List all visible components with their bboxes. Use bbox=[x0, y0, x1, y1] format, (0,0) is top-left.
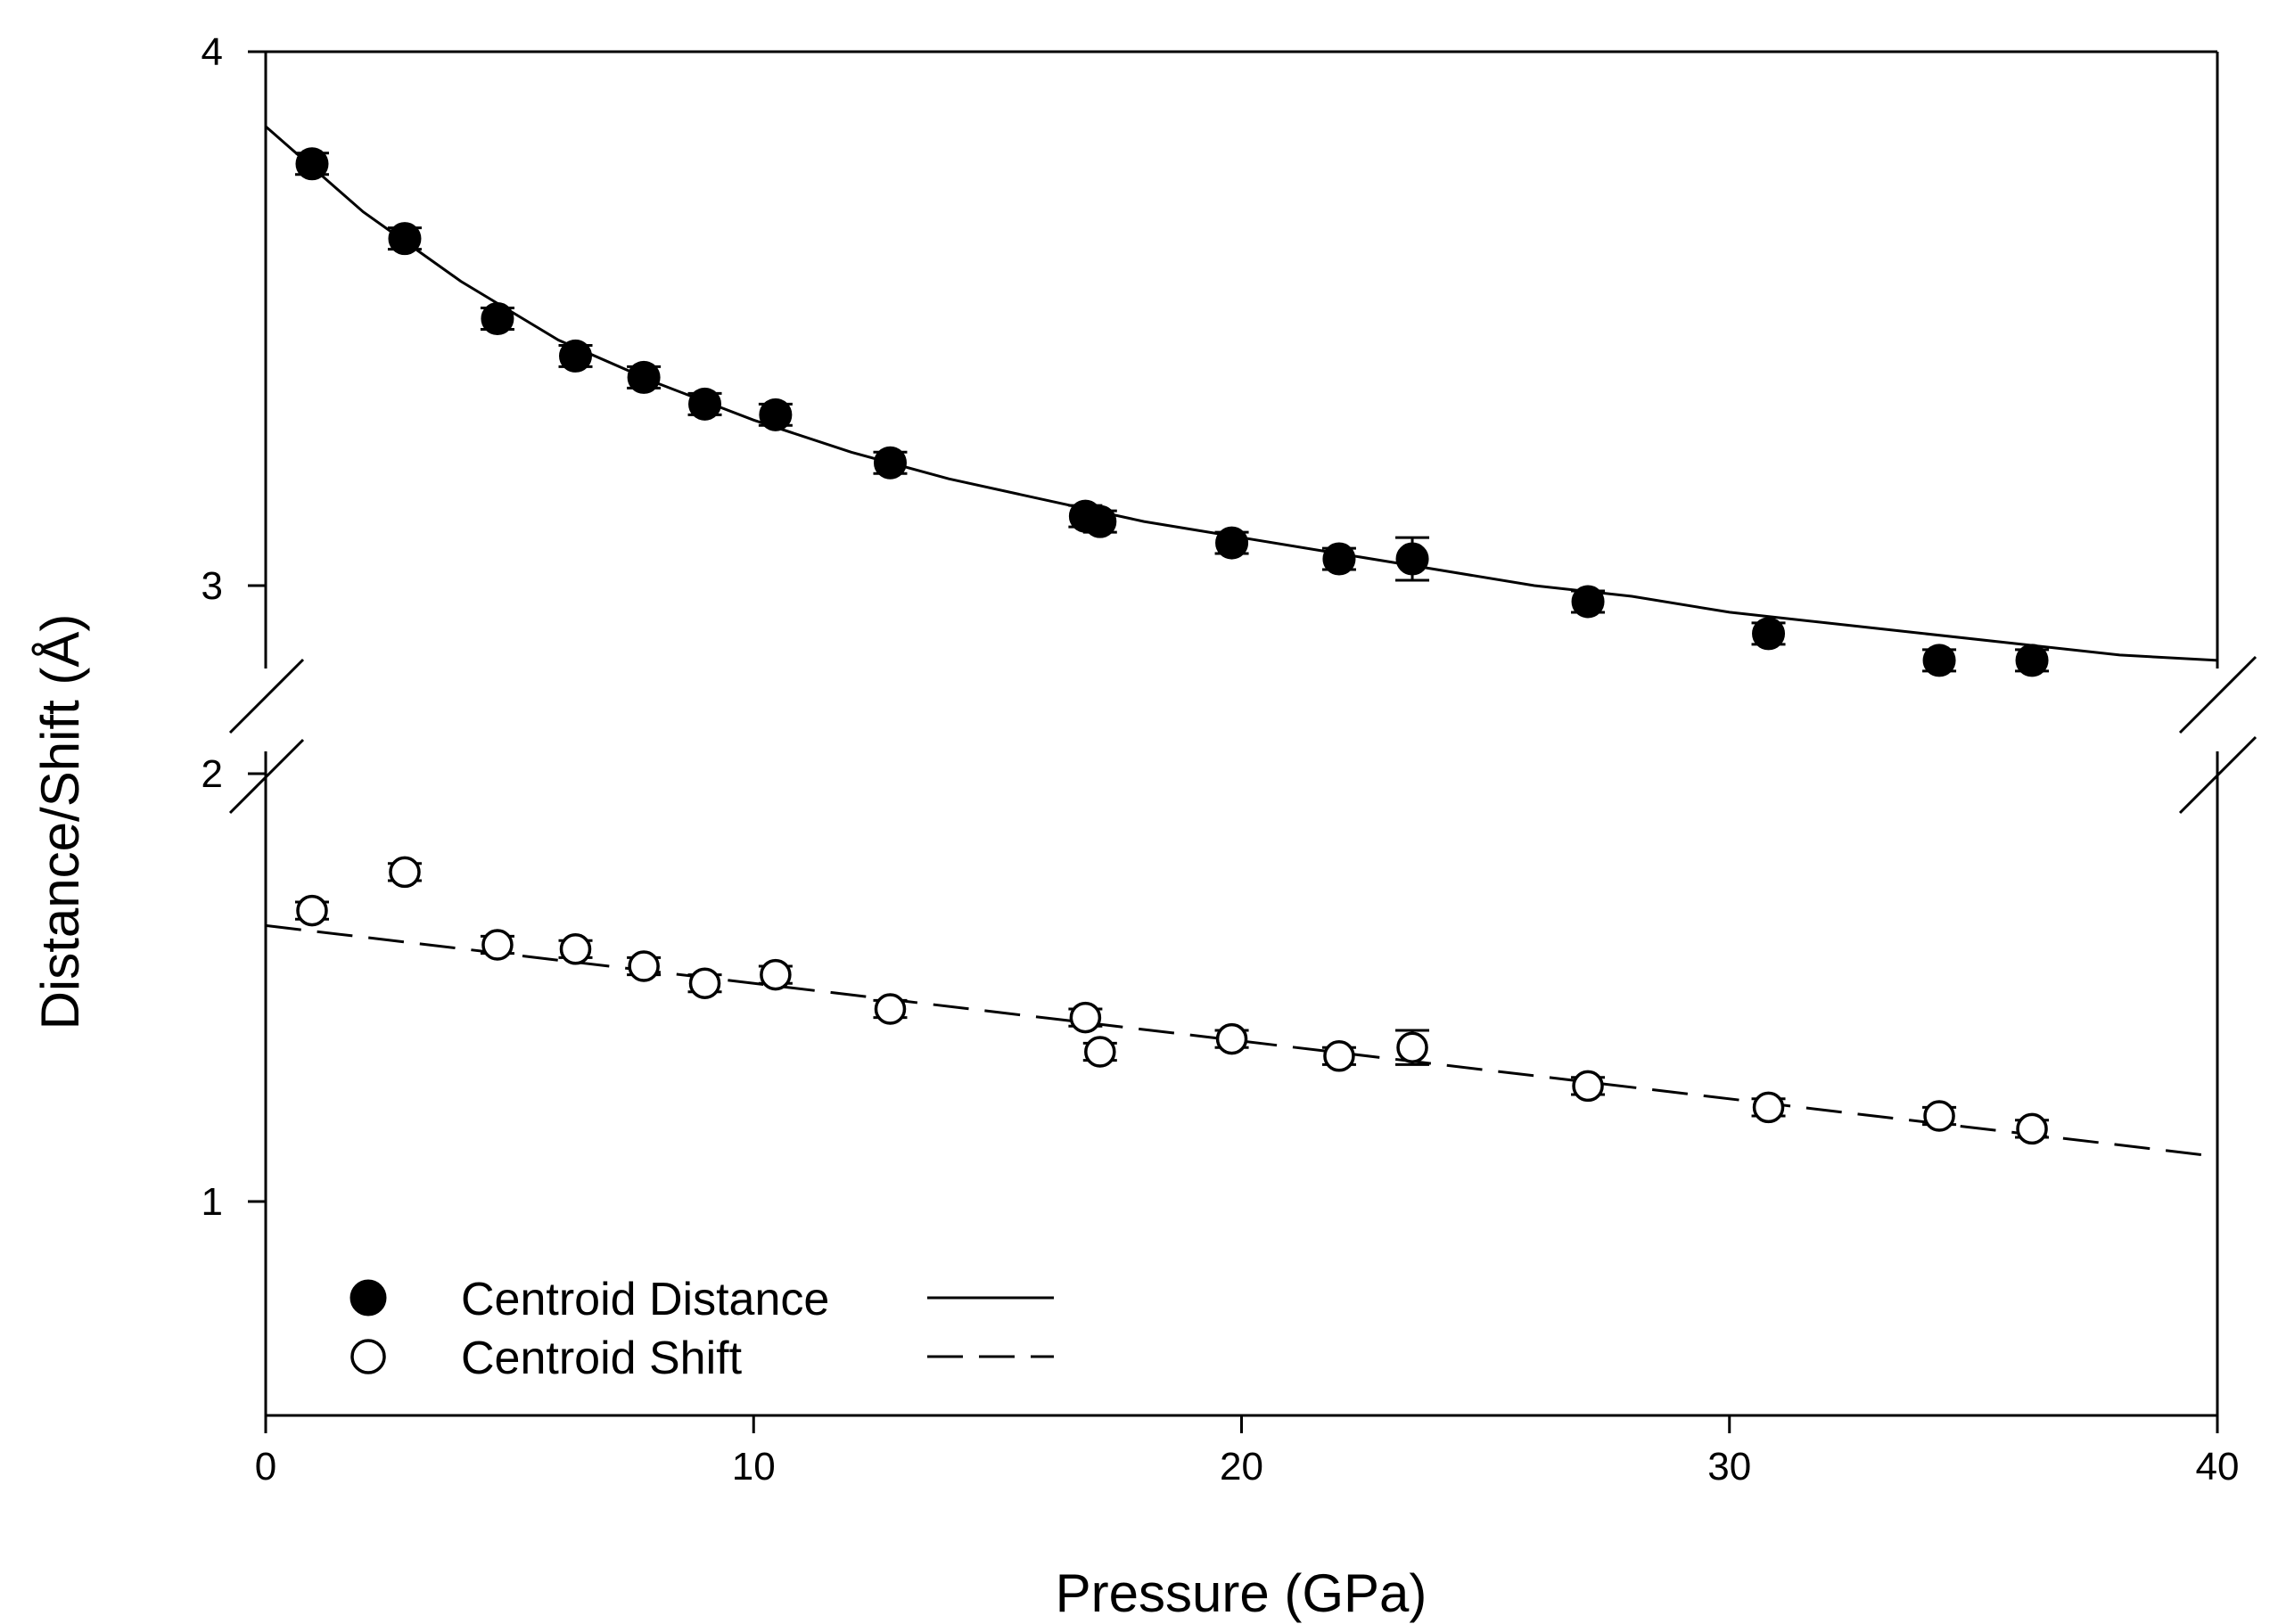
x-tick-label: 0 bbox=[255, 1445, 276, 1489]
data-point-centroid-distance bbox=[1083, 504, 1117, 538]
data-point-centroid-distance bbox=[559, 339, 593, 373]
fit-curve-centroid-distance bbox=[265, 125, 2218, 662]
break-mark-left-top bbox=[228, 658, 305, 734]
y-axis-title: Distance/Shift (Å) bbox=[30, 614, 90, 1030]
plot-frame bbox=[264, 50, 2219, 1417]
data-point-centroid-distance bbox=[1752, 617, 1786, 651]
data-point-centroid-shift bbox=[874, 993, 907, 1025]
data-point-centroid-shift bbox=[628, 950, 660, 982]
data-point-centroid-shift bbox=[1752, 1091, 1785, 1124]
data-point-centroid-distance bbox=[627, 360, 661, 394]
y-tick-label: 4 bbox=[201, 30, 223, 74]
data-points bbox=[294, 147, 2050, 1145]
data-point-centroid-shift bbox=[760, 958, 792, 991]
y-tick-label: 1 bbox=[201, 1180, 223, 1224]
legend: Centroid Distance Centroid Shift bbox=[350, 1274, 1054, 1384]
legend-label-centroid-distance: Centroid Distance bbox=[461, 1274, 829, 1325]
data-point-centroid-distance bbox=[2015, 644, 2049, 677]
legend-marker-centroid-shift bbox=[350, 1339, 386, 1374]
data-point-centroid-distance bbox=[388, 222, 422, 256]
data-point-centroid-distance bbox=[295, 147, 329, 181]
x-tick-label: 10 bbox=[732, 1445, 776, 1489]
data-point-centroid-shift bbox=[1069, 1001, 1102, 1034]
data-point-centroid-distance bbox=[1395, 542, 1429, 576]
data-point-centroid-distance bbox=[759, 398, 793, 431]
y-tick-label: 3 bbox=[201, 564, 223, 608]
fit-lines bbox=[265, 125, 2218, 1159]
axis-ticks: 0 10 20 30 40 1 2 3 4 bbox=[201, 30, 2240, 1489]
data-point-centroid-shift bbox=[1084, 1036, 1116, 1068]
data-point-centroid-distance bbox=[873, 446, 907, 480]
data-point-centroid-shift bbox=[1923, 1100, 1955, 1132]
x-tick-label: 30 bbox=[1707, 1445, 1751, 1489]
axis-break-marks bbox=[228, 655, 2257, 815]
data-point-centroid-distance bbox=[1922, 644, 1956, 677]
x-tick-label: 20 bbox=[1220, 1445, 1263, 1489]
x-axis-title: Pressure (GPa) bbox=[1056, 1563, 1427, 1623]
break-mark-right-top bbox=[2178, 655, 2257, 734]
data-point-centroid-shift bbox=[389, 856, 421, 889]
legend-label-centroid-shift: Centroid Shift bbox=[461, 1333, 743, 1384]
y-tick-label: 2 bbox=[201, 752, 223, 796]
data-point-centroid-shift bbox=[1215, 1022, 1248, 1055]
data-point-centroid-shift bbox=[296, 894, 328, 927]
data-point-centroid-distance bbox=[1215, 526, 1249, 560]
data-point-centroid-shift bbox=[1396, 1031, 1428, 1063]
break-mark-left-bottom bbox=[228, 738, 305, 815]
legend-marker-centroid-distance bbox=[350, 1279, 387, 1316]
data-point-centroid-distance bbox=[688, 387, 722, 421]
data-point-centroid-distance bbox=[1571, 585, 1605, 619]
data-point-centroid-shift bbox=[1323, 1040, 1355, 1072]
data-point-centroid-shift bbox=[559, 933, 592, 965]
data-point-centroid-shift bbox=[481, 929, 514, 961]
x-tick-label: 40 bbox=[2196, 1445, 2240, 1489]
data-point-centroid-shift bbox=[688, 967, 721, 999]
break-mark-right-bottom bbox=[2178, 735, 2257, 815]
data-point-centroid-shift bbox=[2016, 1112, 2048, 1145]
data-point-centroid-distance bbox=[1322, 542, 1356, 576]
data-point-centroid-shift bbox=[1572, 1070, 1604, 1103]
data-point-centroid-distance bbox=[481, 302, 514, 335]
